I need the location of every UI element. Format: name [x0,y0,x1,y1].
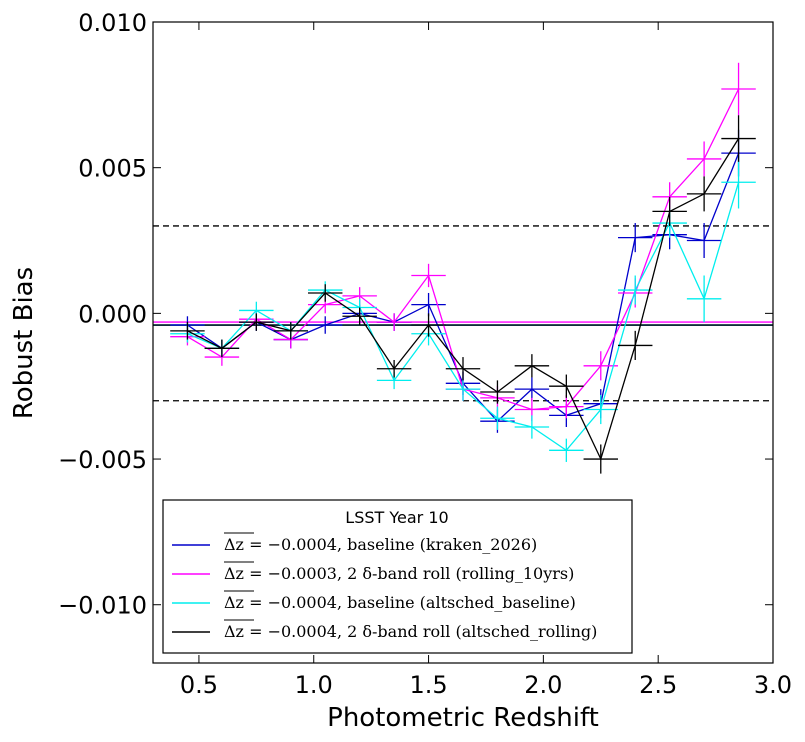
y-tick-label: 0.000 [78,300,147,328]
x-tick-label: 1.0 [295,671,333,699]
plot-frame [152,21,774,664]
legend-entry-label: Δz = −0.0003, 2 δ-band roll (rolling_10y… [224,564,574,583]
x-tick-label: 1.5 [409,671,447,699]
y-tick-label: −0.005 [58,446,147,474]
series-line [187,138,740,461]
legend-entry-label: Δz = −0.0004, 2 δ-band roll (altsched_ro… [224,622,597,641]
y-tick-label: −0.010 [58,592,147,620]
legend-box [162,499,633,654]
series-layer [170,62,756,474]
axis-ticks: 0.5 1.0 1.5 2.0 2.5 3.0 −0.010 −0.005 0.000 0.005… [58,9,792,699]
y-tick-label: 0.010 [78,9,147,37]
y-axis-label: Robust Bias [9,267,39,419]
legend-entry-label: Δz = −0.0004, baseline (altsched_baselin… [224,593,576,612]
y-tick-label: 0.005 [78,155,147,183]
legend-title: LSST Year 10 [345,508,448,527]
x-tick-label: 2.5 [639,671,677,699]
x-axis-label: Photometric Redshift [327,703,599,733]
x-tick-label: 0.5 [180,671,218,699]
series [170,115,756,474]
x-tick-label: 2.0 [524,671,562,699]
legend: LSST Year 10 Δz = −0.0004, baseline (kra… [162,499,633,654]
x-tick-label: 3.0 [754,671,792,699]
legend-entry-label: Δz = −0.0004, baseline (kraken_2026) [224,535,537,554]
